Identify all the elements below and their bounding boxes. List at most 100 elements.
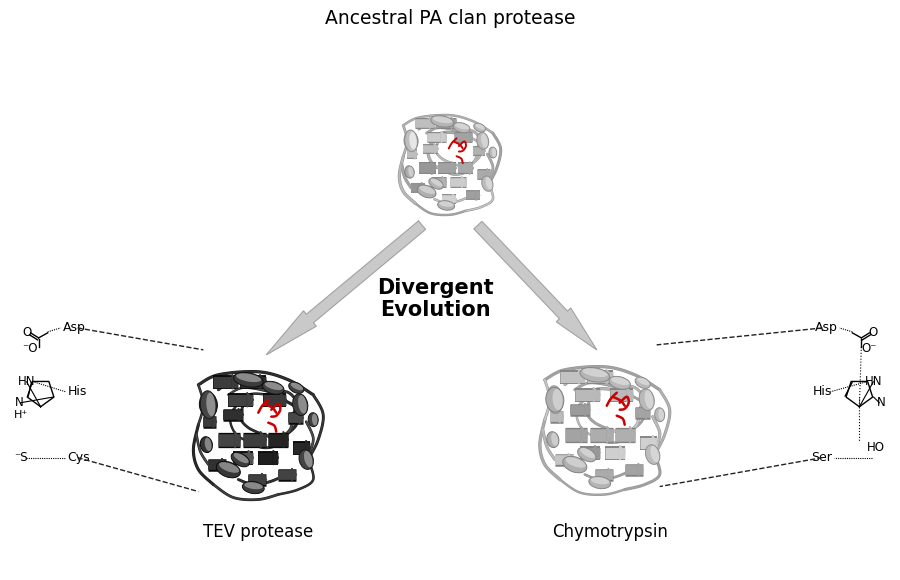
Polygon shape [421, 183, 425, 193]
Ellipse shape [645, 445, 660, 465]
Text: Asp: Asp [63, 321, 86, 335]
Polygon shape [451, 117, 456, 129]
Polygon shape [442, 176, 446, 188]
Polygon shape [235, 432, 240, 448]
Ellipse shape [651, 446, 659, 462]
Polygon shape [300, 411, 303, 424]
Polygon shape [593, 387, 599, 402]
Ellipse shape [553, 387, 562, 411]
Text: HN: HN [18, 375, 35, 388]
Polygon shape [452, 162, 456, 175]
Ellipse shape [481, 133, 488, 148]
Polygon shape [462, 176, 465, 188]
Ellipse shape [547, 386, 562, 414]
Polygon shape [595, 445, 599, 460]
Text: HN: HN [865, 375, 882, 388]
Text: H⁺: H⁺ [14, 409, 28, 420]
Text: Cys: Cys [68, 451, 90, 464]
Ellipse shape [489, 147, 497, 158]
Text: Evolution: Evolution [380, 300, 491, 320]
Polygon shape [581, 426, 587, 443]
Ellipse shape [242, 481, 265, 494]
Ellipse shape [299, 450, 313, 469]
Polygon shape [608, 468, 613, 481]
Text: O: O [22, 327, 32, 339]
Ellipse shape [431, 179, 443, 186]
Ellipse shape [553, 389, 562, 410]
Ellipse shape [482, 176, 493, 191]
Ellipse shape [562, 456, 587, 473]
Ellipse shape [473, 123, 485, 132]
Ellipse shape [454, 122, 470, 133]
Polygon shape [266, 221, 426, 355]
Ellipse shape [298, 395, 307, 414]
Ellipse shape [639, 389, 654, 411]
Ellipse shape [455, 123, 469, 129]
Ellipse shape [582, 368, 608, 377]
Polygon shape [630, 426, 634, 443]
Ellipse shape [201, 391, 216, 419]
Text: TEV protease: TEV protease [203, 523, 313, 541]
Ellipse shape [216, 461, 240, 478]
Polygon shape [627, 387, 633, 402]
Text: His: His [68, 385, 87, 398]
Polygon shape [579, 369, 585, 384]
Ellipse shape [565, 457, 586, 468]
Polygon shape [281, 393, 286, 407]
Ellipse shape [547, 432, 559, 448]
Text: N: N [14, 396, 23, 409]
Ellipse shape [439, 201, 454, 207]
Ellipse shape [635, 377, 650, 389]
Polygon shape [238, 408, 243, 421]
Polygon shape [232, 375, 239, 389]
Polygon shape [638, 463, 643, 476]
Ellipse shape [292, 394, 308, 416]
Ellipse shape [409, 166, 414, 177]
Text: ⁻S: ⁻S [14, 451, 28, 464]
Polygon shape [441, 131, 446, 143]
Ellipse shape [589, 476, 611, 489]
Polygon shape [435, 144, 438, 154]
Ellipse shape [291, 383, 303, 390]
Ellipse shape [545, 387, 564, 412]
Text: ⁻O: ⁻O [22, 342, 38, 356]
Ellipse shape [304, 451, 312, 467]
Ellipse shape [433, 117, 453, 123]
Ellipse shape [659, 409, 664, 420]
Polygon shape [213, 415, 216, 428]
Ellipse shape [206, 393, 215, 416]
Ellipse shape [289, 382, 304, 393]
Polygon shape [429, 117, 435, 129]
Polygon shape [652, 436, 657, 450]
Ellipse shape [644, 390, 653, 408]
Polygon shape [306, 440, 310, 455]
Ellipse shape [206, 394, 216, 415]
Polygon shape [260, 432, 266, 448]
Polygon shape [284, 432, 288, 448]
Polygon shape [467, 131, 472, 143]
Polygon shape [482, 146, 485, 156]
Ellipse shape [410, 132, 417, 149]
Ellipse shape [404, 131, 419, 151]
Polygon shape [620, 445, 625, 460]
Text: Asp: Asp [814, 321, 837, 335]
Ellipse shape [312, 414, 318, 426]
Polygon shape [248, 451, 253, 465]
Ellipse shape [234, 453, 248, 463]
Ellipse shape [405, 130, 418, 152]
Text: HO: HO [868, 441, 886, 454]
Text: O: O [868, 327, 878, 339]
Ellipse shape [405, 166, 414, 178]
Ellipse shape [419, 186, 435, 194]
Polygon shape [415, 149, 418, 159]
Polygon shape [646, 407, 650, 419]
Polygon shape [432, 162, 436, 175]
Text: Divergent: Divergent [377, 278, 493, 298]
Ellipse shape [428, 178, 443, 189]
Ellipse shape [418, 185, 436, 198]
Polygon shape [248, 393, 253, 407]
Ellipse shape [551, 433, 558, 446]
Ellipse shape [244, 482, 263, 490]
Polygon shape [476, 190, 480, 200]
Polygon shape [292, 468, 296, 481]
